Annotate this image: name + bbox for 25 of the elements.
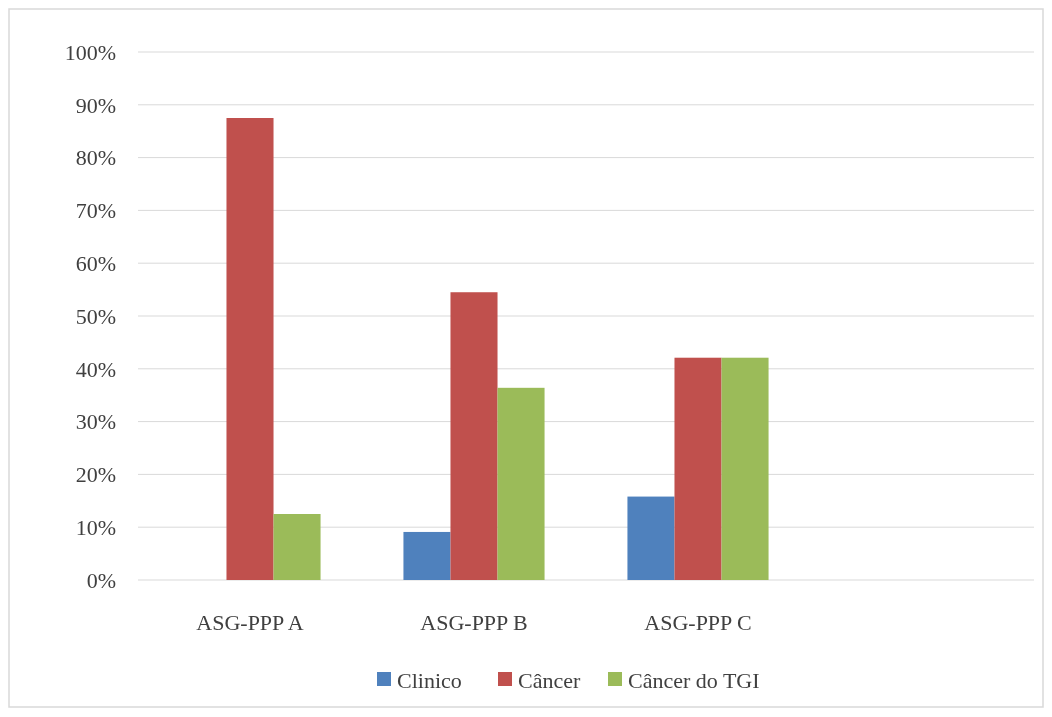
bar — [721, 357, 769, 580]
y-tick-label: 40% — [75, 356, 116, 382]
x-tick-label: ASG-PPP A — [196, 610, 304, 635]
bar — [674, 357, 722, 580]
y-tick-label: 50% — [75, 303, 116, 329]
y-tick-label: 90% — [75, 92, 116, 118]
x-tick-label: ASG-PPP B — [420, 610, 528, 635]
bar — [403, 531, 451, 580]
y-tick-label: 80% — [75, 145, 116, 171]
y-tick-label: 70% — [75, 198, 116, 224]
y-tick-label: 10% — [75, 514, 116, 540]
bar — [450, 292, 498, 580]
legend-label: Câncer — [518, 667, 581, 693]
y-tick-label: 0% — [86, 567, 116, 593]
bar — [273, 514, 321, 580]
y-tick-label: 20% — [75, 462, 116, 488]
bar — [226, 118, 274, 580]
bar — [497, 387, 545, 580]
legend-label: Clinico — [397, 667, 462, 693]
y-tick-label: 60% — [75, 250, 116, 276]
y-tick-label: 100% — [64, 39, 116, 65]
y-tick-label: 30% — [75, 409, 116, 435]
x-tick-label: ASG-PPP C — [644, 610, 752, 635]
bar — [627, 496, 675, 580]
legend-label: Câncer do TGI — [628, 667, 760, 693]
